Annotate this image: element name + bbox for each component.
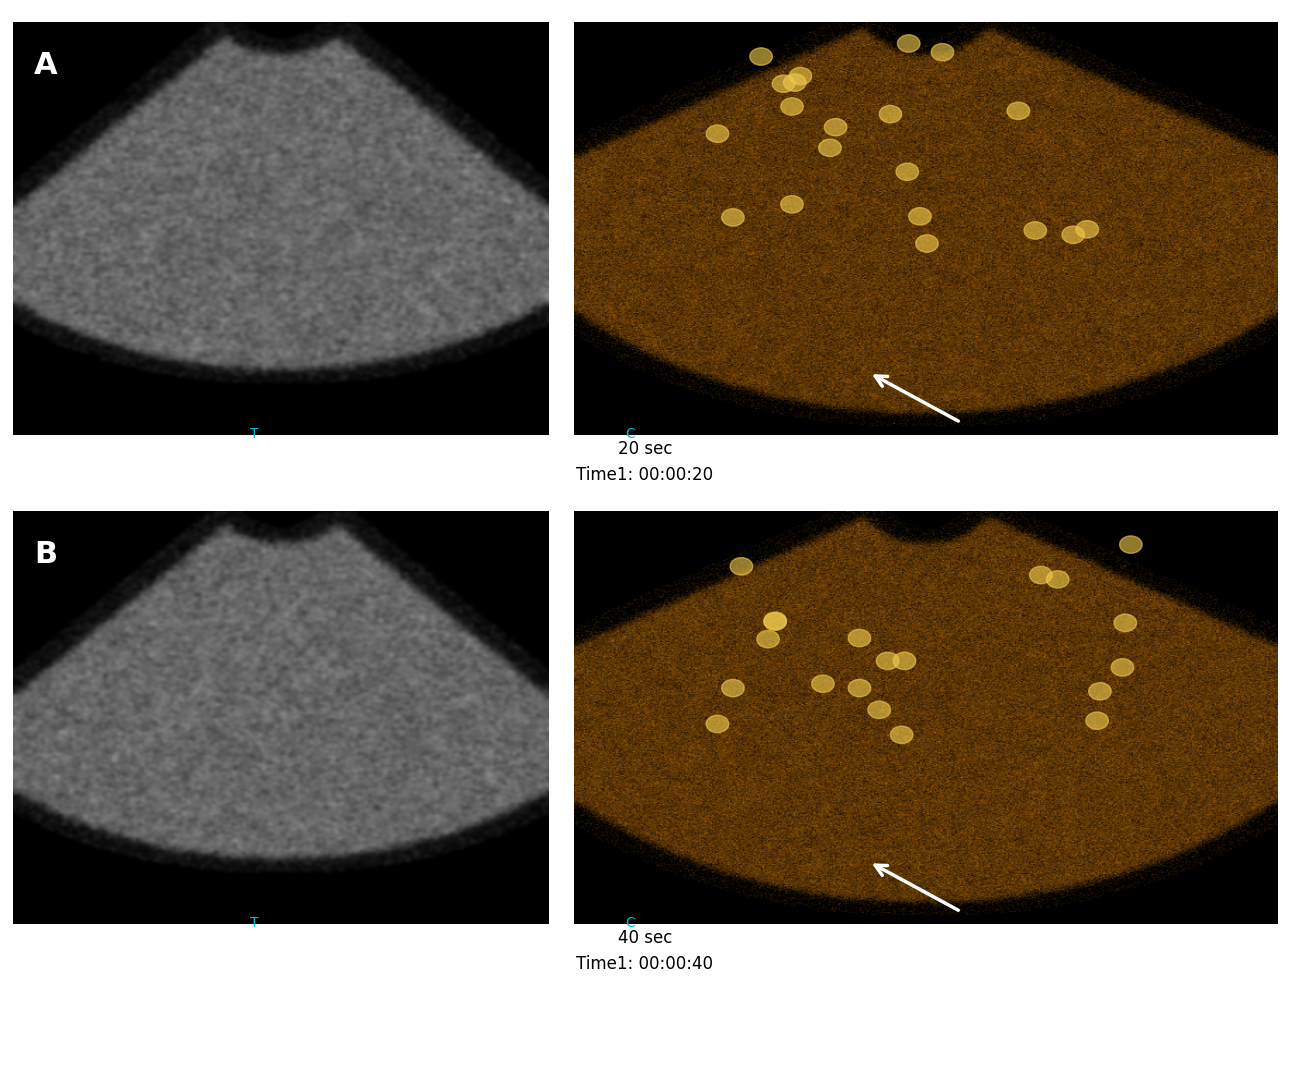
Circle shape xyxy=(849,629,871,647)
Circle shape xyxy=(721,209,744,226)
Circle shape xyxy=(1007,102,1029,120)
Circle shape xyxy=(764,613,787,630)
Circle shape xyxy=(780,98,804,115)
Text: Time1: 00:00:20: Time1: 00:00:20 xyxy=(577,466,713,484)
Circle shape xyxy=(749,48,773,65)
Circle shape xyxy=(1029,566,1053,584)
Text: 20 sec: 20 sec xyxy=(618,440,672,458)
Circle shape xyxy=(880,105,902,123)
Circle shape xyxy=(890,726,913,744)
Circle shape xyxy=(931,43,953,61)
Circle shape xyxy=(908,208,931,225)
Circle shape xyxy=(811,675,835,692)
Circle shape xyxy=(1024,222,1046,239)
Circle shape xyxy=(1111,659,1134,676)
Circle shape xyxy=(916,235,938,252)
Circle shape xyxy=(898,35,920,52)
Circle shape xyxy=(849,679,871,697)
Circle shape xyxy=(876,652,899,670)
Circle shape xyxy=(1120,536,1142,553)
Text: Time1: 00:00:40: Time1: 00:00:40 xyxy=(577,955,713,973)
Circle shape xyxy=(1115,614,1136,632)
Circle shape xyxy=(780,196,804,213)
Text: T: T xyxy=(249,426,258,440)
Circle shape xyxy=(1089,683,1111,700)
Circle shape xyxy=(1062,226,1085,243)
Text: T: T xyxy=(249,915,258,929)
Circle shape xyxy=(706,125,729,142)
Text: C: C xyxy=(626,915,635,929)
Circle shape xyxy=(764,612,787,629)
Circle shape xyxy=(868,701,890,719)
Circle shape xyxy=(789,67,811,85)
Circle shape xyxy=(773,75,795,92)
Circle shape xyxy=(1076,221,1099,238)
Circle shape xyxy=(721,679,744,697)
Text: 40 sec: 40 sec xyxy=(618,929,672,947)
Circle shape xyxy=(706,715,729,733)
Circle shape xyxy=(1046,571,1069,588)
Circle shape xyxy=(783,74,806,91)
Text: C: C xyxy=(626,426,635,440)
Circle shape xyxy=(819,139,841,157)
Text: B: B xyxy=(35,540,58,569)
Text: A: A xyxy=(35,51,58,79)
Circle shape xyxy=(730,558,752,575)
Circle shape xyxy=(824,118,846,136)
Circle shape xyxy=(897,163,918,180)
Circle shape xyxy=(757,630,779,648)
Circle shape xyxy=(893,652,916,670)
Circle shape xyxy=(1086,712,1108,729)
